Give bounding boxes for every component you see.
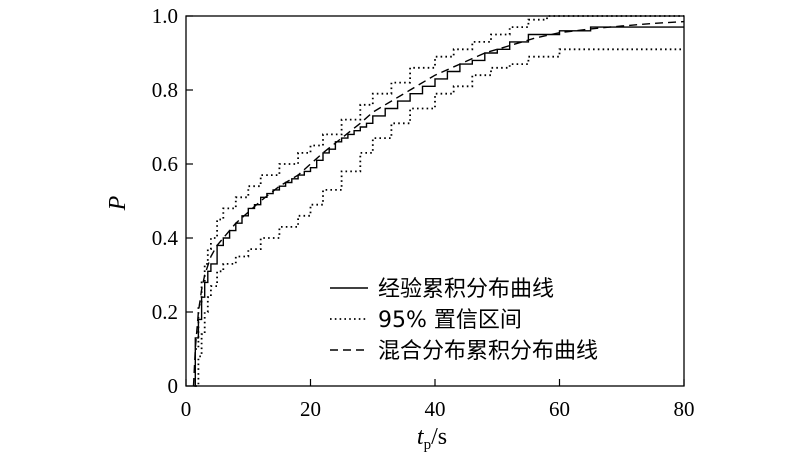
legend-label-confidence: 95% 置信区间 <box>378 308 522 333</box>
x-tick-label: 20 <box>300 397 321 421</box>
y-tick-label: 0.4 <box>152 226 179 250</box>
x-tick-label: 80 <box>674 397 695 421</box>
series-ci-lower <box>195 48 684 387</box>
x-tick-label: 0 <box>181 397 192 421</box>
y-tick-label: 0.6 <box>152 152 178 176</box>
legend-label-mixture: 混合分布累积分布曲线 <box>378 339 598 364</box>
x-axis-title: tp/s <box>417 424 447 453</box>
x-tick-label: 40 <box>425 397 446 421</box>
series-ci-upper <box>195 15 684 350</box>
legend: 经验累积分布曲线 95% 置信区间 混合分布累积分布曲线 <box>330 277 598 364</box>
x-axis-label-main: t <box>417 424 425 450</box>
y-axis-label: P <box>105 195 131 211</box>
y-axis-title: P <box>105 195 131 211</box>
y-tick-label: 0.8 <box>152 78 178 102</box>
legend-label-empirical: 经验累积分布曲线 <box>378 277 554 302</box>
y-tick-label: 0.2 <box>152 300 178 324</box>
y-tick-label: 1.0 <box>152 4 178 28</box>
x-axis-label-unit: /s <box>431 424 447 450</box>
series-layer <box>192 15 685 387</box>
y-tick-label: 0 <box>168 374 179 398</box>
series-empirical-cdf <box>193 26 684 387</box>
axes-layer: 0 20 40 60 80 0 0.2 0.4 0.6 0.8 1.0 <box>152 4 695 421</box>
x-tick-label: 60 <box>549 397 570 421</box>
x-axis-label-subscript: p <box>424 437 432 453</box>
x-axis-label: tp/s <box>417 424 447 453</box>
